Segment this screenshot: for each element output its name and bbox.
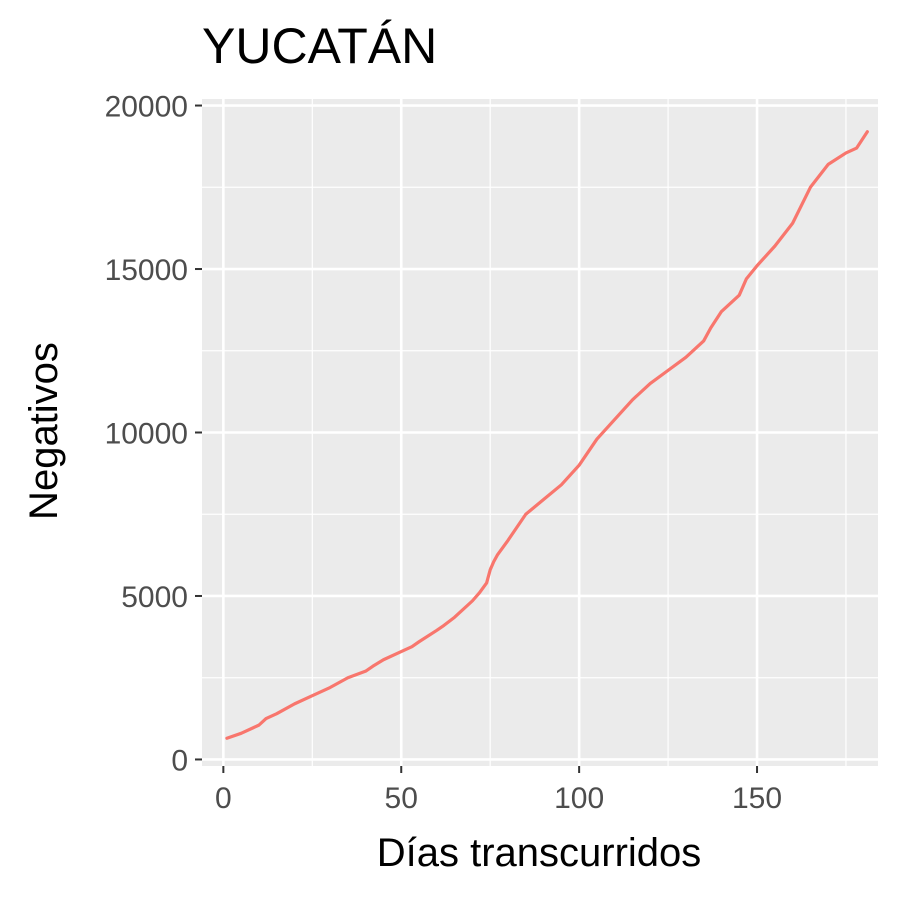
y-tick-label: 0 xyxy=(171,744,188,777)
y-tick-label: 10000 xyxy=(105,418,188,451)
y-axis-label: Negativos xyxy=(22,342,66,520)
x-tick-label: 100 xyxy=(554,782,604,815)
x-tick-label: 0 xyxy=(215,782,232,815)
y-axis: 0 5000 10000 15000 20000 xyxy=(105,91,202,777)
grid-major xyxy=(202,99,878,766)
y-tick-label: 15000 xyxy=(105,254,188,287)
y-tick-label: 5000 xyxy=(121,581,188,614)
chart-title: YUCATÁN xyxy=(202,18,437,74)
x-axis: 0 50 100 150 xyxy=(215,766,782,815)
series-line xyxy=(225,130,869,740)
x-axis-label: Días transcurridos xyxy=(377,831,702,875)
x-tick-label: 50 xyxy=(385,782,418,815)
y-tick-label: 20000 xyxy=(105,91,188,124)
x-tick-label: 150 xyxy=(732,782,782,815)
series-layer xyxy=(225,130,869,740)
